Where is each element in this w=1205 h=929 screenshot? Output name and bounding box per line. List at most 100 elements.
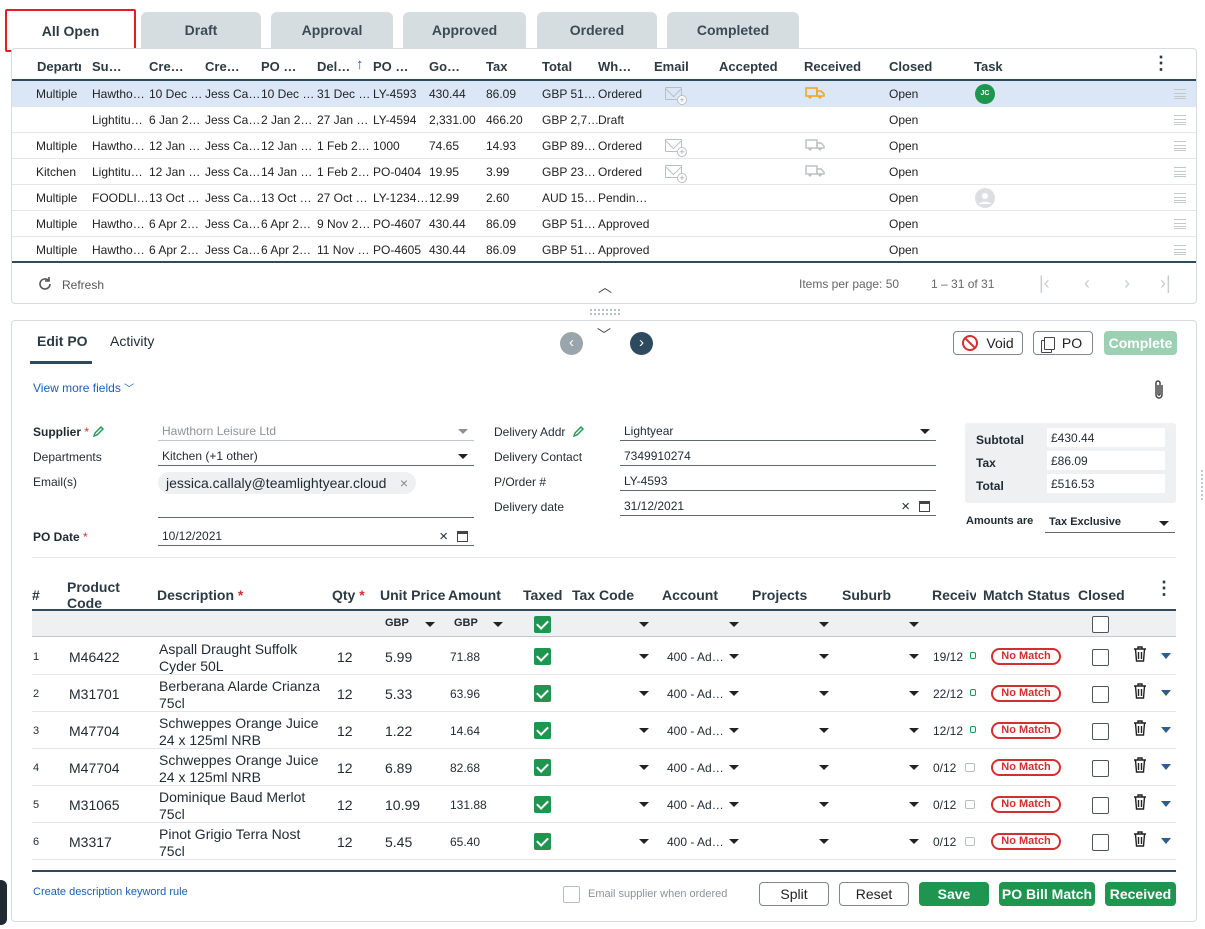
col-created-by[interactable]: Cre… [205,59,240,74]
projects-caret-icon[interactable] [819,765,829,770]
delivery-addr-select[interactable]: Lightyear [620,423,936,441]
projects-caret-icon[interactable] [819,691,829,696]
tab-draft[interactable]: Draft [141,12,261,48]
account-caret-icon[interactable] [729,654,739,659]
expand-row-caret-icon[interactable] [1161,690,1171,696]
closed-checkbox[interactable] [1092,760,1109,777]
account-caret-icon[interactable] [729,839,739,844]
col-email[interactable]: Email [654,59,689,74]
comment-icon[interactable] [970,652,976,659]
col-match-status[interactable]: Match Status [983,587,1071,603]
emails-field-line[interactable] [158,517,474,518]
tax-code-caret-icon[interactable] [639,691,649,696]
refresh-button[interactable]: Refresh [62,278,105,292]
supplier-select[interactable]: Hawthorn Leisure Ltd [158,423,474,441]
col-unit-price[interactable]: Unit Price [380,587,446,603]
delivery-date-field[interactable]: 31/12/2021 × [620,498,936,516]
projects-filter-caret-icon[interactable] [819,622,829,627]
porder-field[interactable]: LY-4593 [620,473,936,491]
unit-currency-caret-icon[interactable] [425,622,435,627]
table-row[interactable]: Multiple ( Hawtho… 12 Jan … Jess Ca… 12 … [12,133,1196,159]
taxed-checkbox[interactable] [534,796,551,813]
row-menu-icon[interactable] [1174,245,1186,255]
table-row[interactable]: Multiple ( Hawtho… 10 Dec … Jess Ca… 10 … [12,81,1196,107]
suburb-caret-icon[interactable] [909,654,919,659]
table-row[interactable]: Kitchen Lightitu… 12 Jan … Jess Ca… 14 J… [12,159,1196,185]
comment-icon[interactable] [970,689,976,696]
row-menu-icon[interactable] [1174,115,1186,125]
amounts-select[interactable]: Tax Exclusive [1045,515,1175,533]
pencil-icon[interactable] [92,425,105,438]
sort-up-icon[interactable]: ↑ [356,56,364,73]
tax-code-caret-icon[interactable] [639,765,649,770]
complete-button[interactable]: Complete [1104,331,1177,355]
expand-row-caret-icon[interactable] [1161,764,1171,770]
expand-row-caret-icon[interactable] [1161,838,1171,844]
trash-icon[interactable] [1133,831,1147,847]
col-amount[interactable]: Amount [448,587,501,603]
trash-icon[interactable] [1133,794,1147,810]
col-supplier[interactable]: Su… [92,59,122,74]
expand-row-caret-icon[interactable] [1161,727,1171,733]
avatar[interactable]: JC [975,84,995,104]
table-row[interactable]: Multiple ( Hawtho… 6 Apr 2… Jess Ca… 6 A… [12,237,1196,263]
truck-icon[interactable] [805,139,825,151]
taxed-checkbox[interactable] [534,833,551,850]
items-per-page[interactable]: Items per page: 50 [799,277,900,291]
last-page-icon[interactable]: ›| [1160,273,1171,293]
col-account[interactable]: Account [662,587,718,603]
closed-filter-checkbox[interactable] [1092,616,1109,633]
col-task[interactable]: Task [974,59,1003,74]
received-button[interactable]: Received [1105,882,1176,906]
suburb-caret-icon[interactable] [909,765,919,770]
clear-icon[interactable]: × [901,498,910,515]
departments-select[interactable]: Kitchen (+1 other) [158,448,474,466]
pencil-icon[interactable] [572,425,585,438]
collapse-down-icon[interactable]: ﹀ [597,327,611,343]
projects-caret-icon[interactable] [819,802,829,807]
col-projects[interactable]: Projects [752,587,808,603]
tab-approval[interactable]: Approval [271,12,393,48]
trash-icon[interactable] [1133,757,1147,773]
tab-activity[interactable]: Activity [110,333,155,349]
col-po-number[interactable]: PO … [373,59,409,74]
col-closed[interactable]: Closed [1078,587,1125,603]
amount-currency-caret-icon[interactable] [493,622,503,627]
user-placeholder-icon[interactable] [975,188,995,208]
prev-po-button[interactable]: ‹ [560,332,583,355]
col-tax[interactable]: Tax [486,59,508,74]
view-more-fields-link[interactable]: View more fields ﹀ [33,380,134,395]
taxed-checkbox[interactable] [534,648,551,665]
void-button[interactable]: Void [953,331,1023,355]
line-item-row[interactable]: 6 M3317 Pinot Grigio Terra Nost 75cl 12 5.45 6… [32,823,1176,860]
taxed-checkbox[interactable] [534,722,551,739]
comment-icon[interactable] [965,763,975,772]
taxed-checkbox[interactable] [534,685,551,702]
col-qty[interactable]: Qty * [332,587,365,603]
table-row[interactable]: Lightitu… 6 Jan 2… Jess Ca… 2 Jan 2… 27 … [12,107,1196,133]
col-product-code[interactable]: Product Code [67,579,120,611]
email-supplier-checkbox[interactable] [563,886,580,903]
delivery-contact-field[interactable]: 7349910274 [620,448,936,466]
row-menu-icon[interactable] [1174,193,1186,203]
closed-checkbox[interactable] [1092,686,1109,703]
col-department[interactable]: Departm [37,59,81,74]
line-item-row[interactable]: 2 M31701 Berberana Alarde Crianza 75cl 12 5.3… [32,675,1176,712]
next-page-icon[interactable]: › [1124,273,1130,293]
comment-icon[interactable] [970,726,976,733]
taxed-filter-checkbox[interactable] [534,616,551,633]
reset-button[interactable]: Reset [839,882,909,906]
line-item-row[interactable]: 5 M31065 Dominique Baud Merlot 75cl 12 10.99 1… [32,786,1176,823]
col-delivery[interactable]: Del… [317,59,351,74]
taxed-checkbox[interactable] [534,759,551,776]
table-row[interactable]: Multiple ( Hawtho… 6 Apr 2… Jess Ca… 6 A… [12,211,1196,237]
account-caret-icon[interactable] [729,802,739,807]
calendar-icon[interactable] [457,531,468,542]
account-caret-icon[interactable] [729,728,739,733]
expand-row-caret-icon[interactable] [1161,801,1171,807]
tax-code-filter-caret-icon[interactable] [639,622,649,627]
more-vert-icon[interactable]: ⋮ [1152,54,1170,72]
expand-row-caret-icon[interactable] [1161,653,1171,659]
account-caret-icon[interactable] [729,691,739,696]
col-accepted[interactable]: Accepted [719,59,778,74]
